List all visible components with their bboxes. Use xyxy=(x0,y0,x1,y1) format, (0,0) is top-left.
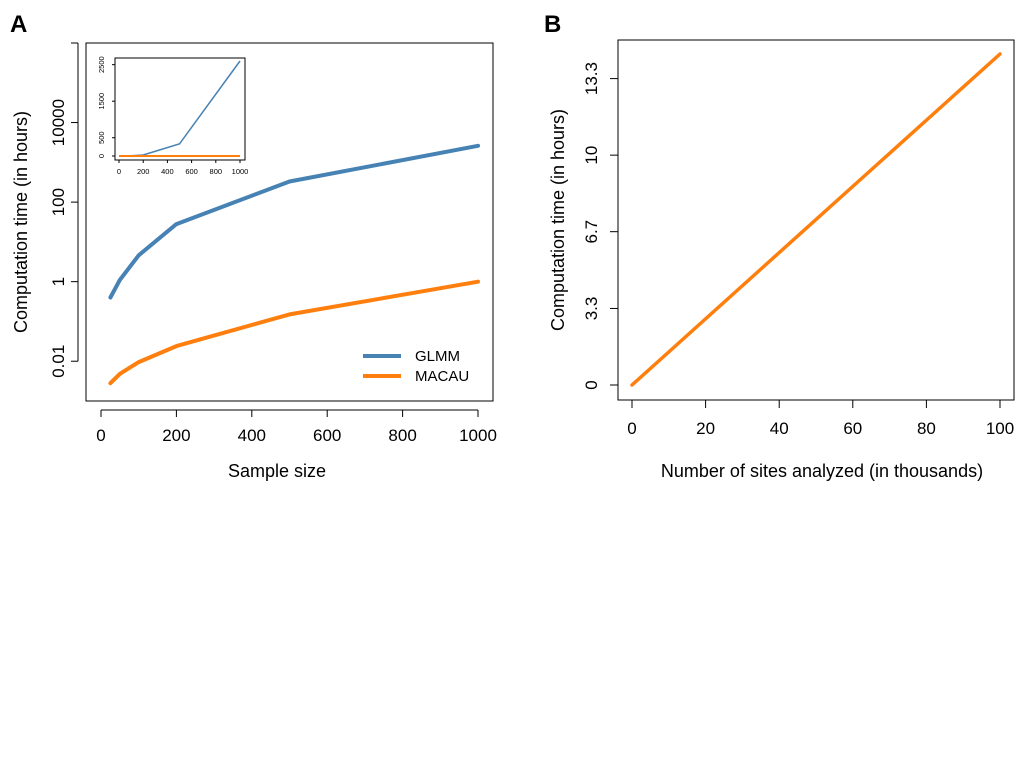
series-line-macau xyxy=(108,279,480,386)
inset-y-tick-label: 2500 xyxy=(97,56,106,73)
chart-a: Sample size Computation time (in hours) … xyxy=(11,42,497,481)
inset-x-axis: 0 200 400 600 800 1000 xyxy=(117,160,248,176)
chart-a-legend: GLMM MACAU xyxy=(363,348,469,385)
panel-a-label: A xyxy=(10,11,27,38)
legend-label-macau: MACAU xyxy=(415,368,469,385)
inset-y-tick-label: 0 xyxy=(97,154,106,158)
y-tick-label: 0 xyxy=(582,380,601,389)
y-tick-label: 10000 xyxy=(49,99,68,146)
inset-x-tick-label: 400 xyxy=(161,167,174,176)
x-tick-label: 800 xyxy=(388,426,416,445)
chart-a-plot-frame xyxy=(85,42,494,402)
chart-a-x-axis: 0 200 400 600 800 1000 xyxy=(96,409,497,445)
inset-y-tick-label: 1500 xyxy=(97,93,106,110)
chart-a-y-axis: 0.01 1 100 10000 xyxy=(49,42,79,378)
y-tick-label: 0.01 xyxy=(49,345,68,378)
x-tick-label: 400 xyxy=(238,426,266,445)
inset-y-tick-label: 500 xyxy=(97,131,106,144)
x-tick-label: 100 xyxy=(986,419,1014,438)
panel-b-label: B xyxy=(544,11,561,38)
inset-x-tick-label: 600 xyxy=(185,167,198,176)
inset-y-axis: 0 500 1500 2500 xyxy=(97,56,115,158)
chart-b-y-axis-title: Computation time (in hours) xyxy=(548,109,568,331)
y-tick-label: 3.3 xyxy=(582,297,601,321)
chart-a-inset: 0 200 400 600 800 1000 0 500 1500 2500 xyxy=(97,56,248,176)
chart-b: Number of sites analyzed (in thousands) … xyxy=(548,39,1015,481)
x-tick-label: 200 xyxy=(162,426,190,445)
inset-x-tick-label: 1000 xyxy=(232,167,249,176)
inset-plot-frame xyxy=(114,57,246,161)
inset-x-tick-label: 800 xyxy=(210,167,223,176)
x-tick-label: 0 xyxy=(96,426,105,445)
inset-series xyxy=(119,60,241,157)
y-tick-label: 13.3 xyxy=(582,62,601,95)
chart-a-x-axis-title: Sample size xyxy=(228,461,326,481)
y-tick-label: 1 xyxy=(49,277,68,286)
legend-label-glmm: GLMM xyxy=(415,348,460,365)
chart-b-series xyxy=(630,52,1002,387)
inset-x-tick-label: 0 xyxy=(117,167,121,176)
x-tick-label: 60 xyxy=(843,419,862,438)
chart-b-x-axis: 0 20 40 60 80 100 xyxy=(627,399,1014,438)
x-tick-label: 600 xyxy=(313,426,341,445)
y-tick-label: 10 xyxy=(582,146,601,165)
x-tick-label: 40 xyxy=(770,419,789,438)
chart-b-y-axis: 0 3.3 6.7 10 13.3 xyxy=(582,62,619,390)
x-tick-label: 20 xyxy=(696,419,715,438)
chart-b-x-axis-title: Number of sites analyzed (in thousands) xyxy=(661,461,983,481)
x-tick-label: 0 xyxy=(627,419,636,438)
y-tick-label: 100 xyxy=(49,188,68,216)
x-tick-label: 1000 xyxy=(459,426,497,445)
y-tick-label: 6.7 xyxy=(582,220,601,244)
inset-x-tick-label: 200 xyxy=(137,167,150,176)
x-tick-label: 80 xyxy=(917,419,936,438)
chart-a-series xyxy=(108,143,480,386)
chart-a-y-axis-title: Computation time (in hours) xyxy=(11,111,31,333)
series-line-glmm xyxy=(108,143,480,300)
series-line-macau xyxy=(630,52,1002,387)
